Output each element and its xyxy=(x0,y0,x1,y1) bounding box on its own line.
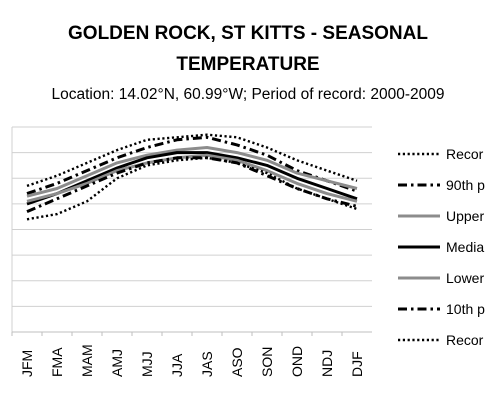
chart-subtitle: Location: 14.02°N, 60.99°W; Period of re… xyxy=(52,86,445,103)
legend-label-5: 10th p xyxy=(446,301,485,317)
chart-title-line1: GOLDEN ROCK, ST KITTS - SEASONAL xyxy=(68,23,428,44)
series-3 xyxy=(26,151,358,206)
legend-label-1: 90th p xyxy=(446,177,485,193)
x-tick-label-1: FMA xyxy=(49,347,65,377)
legend: Recor 90th p Upper Media Lower 10th p Recor xyxy=(398,146,485,348)
x-tick-label-6: JAS xyxy=(199,351,215,377)
x-tick-label-2: MAM xyxy=(79,344,95,377)
x-axis: JFM FMA MAM AMJ MJJ JJA JAS ASO SON OND NDJ DJF xyxy=(11,332,365,377)
x-tick-label-5: JJA xyxy=(169,353,185,377)
series-line-2 xyxy=(26,146,358,198)
series-line-1 xyxy=(26,135,358,196)
x-tick-label-9: OND xyxy=(289,346,305,377)
series-5 xyxy=(26,156,358,213)
series-2 xyxy=(26,146,358,198)
series-lines xyxy=(26,133,358,221)
series-0 xyxy=(26,133,358,188)
series-6 xyxy=(26,156,358,221)
legend-label-2: Upper xyxy=(446,208,484,224)
series-line-5 xyxy=(26,156,358,213)
chart-title-line2: TEMPERATURE xyxy=(176,54,319,75)
series-line-6 xyxy=(26,156,358,221)
legend-label-0: Recor xyxy=(446,146,484,162)
x-tick-label-11: DJF xyxy=(349,351,365,377)
x-tick-label-7: ASO xyxy=(229,347,245,377)
series-1 xyxy=(26,135,358,196)
legend-label-4: Lower xyxy=(446,270,484,286)
x-tick-label-0: JFM xyxy=(19,350,35,377)
x-tick-label-4: MJJ xyxy=(139,351,155,377)
series-line-4 xyxy=(26,153,358,203)
series-4 xyxy=(26,153,358,203)
legend-label-3: Media xyxy=(446,239,484,255)
series-line-3 xyxy=(26,151,358,206)
x-tick-label-8: SON xyxy=(259,347,275,377)
x-tick-label-10: NDJ xyxy=(319,350,335,377)
legend-label-6: Recor xyxy=(446,332,484,348)
series-line-0 xyxy=(26,133,358,188)
x-tick-label-3: AMJ xyxy=(109,349,125,377)
